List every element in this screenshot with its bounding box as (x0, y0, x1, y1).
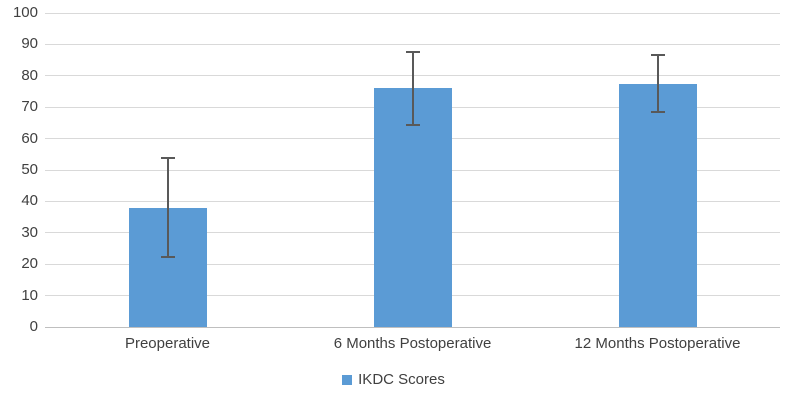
y-tick-label: 50 (21, 161, 38, 178)
gridline (45, 12, 780, 14)
legend: IKDC Scores (0, 371, 787, 388)
y-tick-label: 10 (21, 286, 38, 304)
y-tick-label: 0 (29, 318, 38, 335)
legend-label: IKDC Scores (358, 371, 445, 388)
error-bar-cap-bottom (405, 124, 420, 127)
error-bar-cap-bottom (160, 255, 175, 258)
x-axis-line (45, 326, 780, 328)
y-tick-label: 20 (21, 255, 38, 273)
x-axis-category-label: 12 Months Postoperative (574, 335, 741, 352)
error-bar-line (166, 157, 169, 258)
y-tick-label: 90 (21, 35, 38, 53)
y-tick-label: 70 (21, 98, 38, 116)
y-tick-label: 30 (21, 223, 38, 241)
y-tick-label: 80 (21, 66, 38, 84)
error-bar-cap-top (650, 53, 665, 56)
x-axis-category-label: 6 Months Postoperative (333, 335, 492, 352)
legend-swatch-icon (342, 374, 353, 385)
error-bar-cap-bottom (650, 111, 665, 114)
error-bar-cap-top (160, 157, 175, 160)
x-axis-category-label: Preoperative (124, 335, 211, 352)
y-tick-label: 100 (12, 4, 38, 21)
bar (618, 83, 697, 327)
y-tick-label: 40 (21, 192, 38, 210)
gridline (45, 43, 780, 45)
y-tick-label: 60 (21, 129, 38, 147)
error-bar-line (656, 53, 659, 114)
bar (373, 88, 452, 327)
error-bar-cap-top (405, 50, 420, 53)
error-bar-line (411, 50, 414, 127)
